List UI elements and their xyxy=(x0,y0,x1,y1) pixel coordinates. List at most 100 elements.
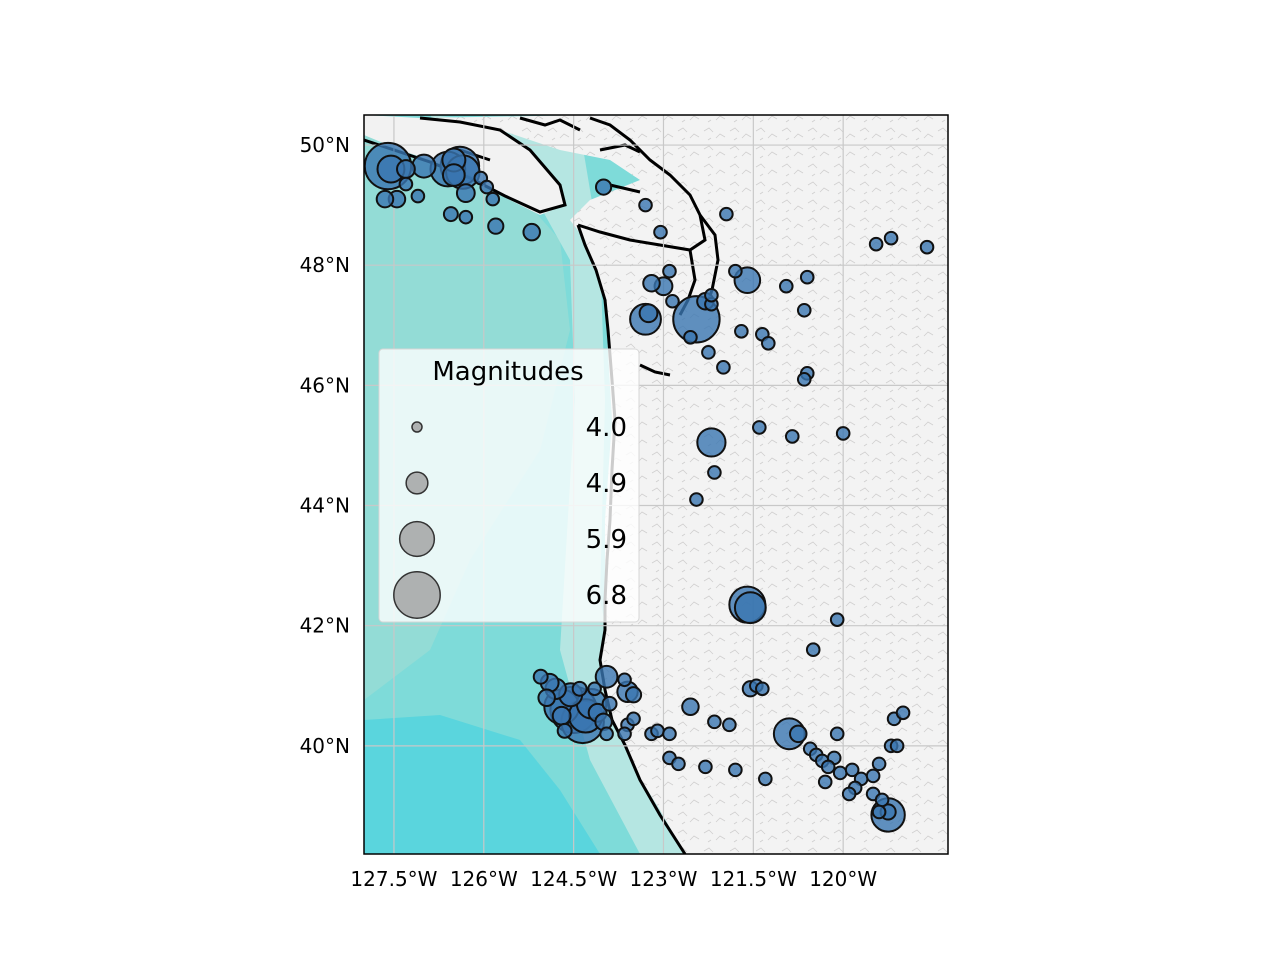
x-tick-label: 121.5°W xyxy=(710,867,797,891)
land-mass xyxy=(420,115,948,854)
earthquake-marker xyxy=(799,269,815,285)
earthquake-marker xyxy=(411,153,437,179)
y-tick-label: 42°N xyxy=(300,614,350,638)
earthquake-marker xyxy=(375,189,395,209)
earthquake-marker xyxy=(455,183,476,204)
earthquake-marker xyxy=(485,191,501,207)
earthquake-marker xyxy=(617,672,632,688)
earthquake-marker xyxy=(626,711,641,727)
earthquake-marker xyxy=(704,287,719,303)
earthquake-marker xyxy=(617,726,632,742)
earthquake-marker xyxy=(733,591,767,625)
earthquake-marker xyxy=(671,756,686,772)
earthquake-marker xyxy=(532,668,549,685)
earthquake-marker xyxy=(458,209,474,225)
earthquake-marker xyxy=(883,230,899,246)
legend-label: 5.9 xyxy=(586,525,627,555)
legend-marker xyxy=(398,520,436,558)
earthquake-marker xyxy=(410,188,426,204)
earthquake-marker xyxy=(755,681,770,697)
earthquake-marker xyxy=(805,642,821,658)
y-tick-label: 40°N xyxy=(300,734,350,758)
earthquake-marker xyxy=(829,612,845,627)
earthquake-marker xyxy=(594,664,619,689)
earthquake-marker xyxy=(832,765,848,781)
earthquake-marker xyxy=(662,726,677,742)
earthquake-marker xyxy=(642,273,661,293)
earthquake-marker xyxy=(728,762,743,778)
earthquake-marker xyxy=(522,222,541,242)
earthquake-marker xyxy=(698,759,713,775)
earthquake-marker xyxy=(650,723,665,739)
earthquake-marker xyxy=(398,176,414,192)
earthquake-marker xyxy=(638,197,653,213)
earthquake-marker xyxy=(665,293,680,309)
earthquake-marker xyxy=(707,465,722,480)
earthquake-marker xyxy=(587,681,602,697)
earthquake-marker xyxy=(796,372,812,387)
map-frame xyxy=(363,114,949,855)
legend-marker xyxy=(405,471,429,495)
legend-marker xyxy=(411,421,423,433)
earthquake-marker xyxy=(719,206,734,222)
legend-entries: 4.0 4.9 5.9 6.8 xyxy=(393,413,627,619)
y-tick-label: 50°N xyxy=(300,133,350,157)
earthquake-marker xyxy=(653,224,668,240)
earthquake-marker xyxy=(537,688,556,708)
earthquake-marker xyxy=(758,771,773,787)
earthquake-marker xyxy=(789,724,808,744)
legend-label: 4.0 xyxy=(586,413,627,443)
x-tick-label: 126°W xyxy=(450,867,518,891)
earthquake-marker xyxy=(601,695,618,712)
earthquake-marker xyxy=(689,492,704,507)
x-tick-label: 123°W xyxy=(630,867,698,891)
earthquake-marker xyxy=(683,330,698,345)
earthquake-marker xyxy=(761,336,776,351)
earthquake-marker xyxy=(874,792,890,808)
x-tick-label: 120°W xyxy=(809,867,877,891)
earthquake-marker xyxy=(599,726,614,742)
earthquake-marker xyxy=(662,263,677,279)
legend-label: 4.9 xyxy=(586,469,627,499)
earthquake-marker xyxy=(571,680,588,697)
earthquake-marker xyxy=(778,278,794,294)
earthquake-marker xyxy=(752,420,767,435)
earthquake-marker xyxy=(716,360,731,375)
earthquake-marker xyxy=(722,717,737,733)
earthquake-marker xyxy=(551,705,572,726)
y-tick-label: 46°N xyxy=(300,373,350,397)
earthquake-marker xyxy=(734,323,749,339)
earthquake-marker xyxy=(820,759,836,775)
earthquake-marker xyxy=(728,263,743,279)
ocean-deep xyxy=(364,715,600,854)
earthquake-marker xyxy=(868,236,884,252)
earthquake-marker xyxy=(479,179,495,195)
axis-tick-labels: 127.5°W 126°W 124.5°W 123°W 121.5°W 120°W 50°N… xyxy=(300,133,878,891)
earthquake-marker xyxy=(696,427,727,458)
earthquake-marker xyxy=(624,686,643,704)
legend-title: Magnitudes xyxy=(432,357,583,387)
earthquake-marker xyxy=(865,768,881,784)
legend-marker xyxy=(393,571,441,619)
earthquake-marker xyxy=(817,774,833,790)
earthquake-marker xyxy=(871,804,887,820)
x-tick-label: 124.5°W xyxy=(530,867,617,891)
earthquake-marker xyxy=(889,738,905,754)
earthquake-marker xyxy=(895,705,911,721)
earthquake-marker xyxy=(844,762,860,778)
earthquake-marker xyxy=(835,426,851,441)
y-tick-label: 44°N xyxy=(300,494,350,518)
earthquake-marker xyxy=(829,726,845,742)
x-tick-label: 127.5°W xyxy=(350,867,437,891)
earthquake-marker xyxy=(396,159,416,179)
earthquake-marker xyxy=(701,345,716,360)
earthquake-marker xyxy=(871,756,887,772)
earthquake-marker xyxy=(487,217,505,235)
earthquake-marker xyxy=(556,722,573,739)
earthquake-marker xyxy=(841,786,857,802)
earthquake-marker xyxy=(784,429,800,444)
earthquake-marker xyxy=(796,302,812,318)
earthquake-marker xyxy=(707,714,722,730)
y-tick-label: 48°N xyxy=(300,253,350,277)
